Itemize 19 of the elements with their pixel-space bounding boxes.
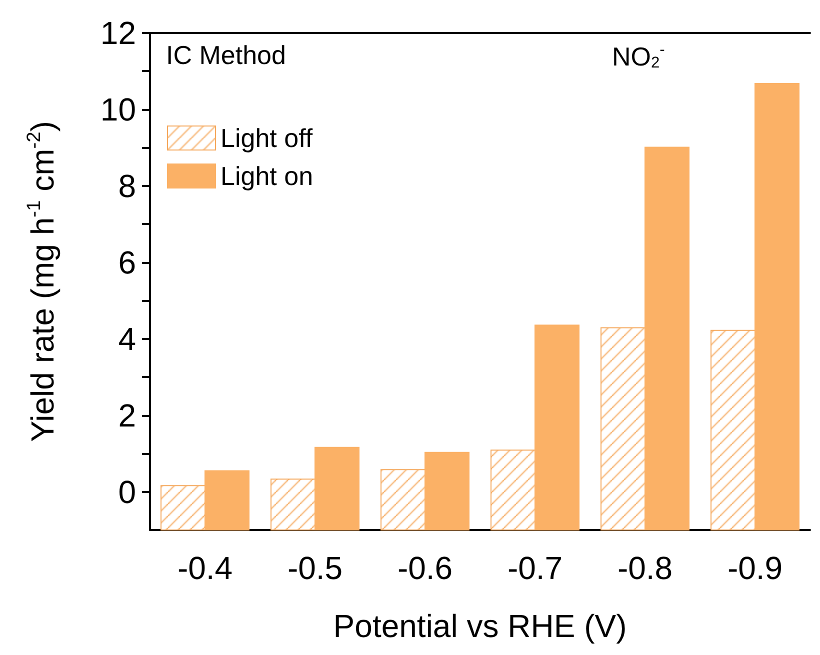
legend-label: Light off [220, 123, 314, 153]
x-tick-label: -0.8 [617, 550, 673, 586]
x-tick-label: -0.9 [727, 550, 783, 586]
annotation: NO2- [612, 42, 665, 72]
y-tick-label: 10 [100, 91, 136, 128]
x-axis-title: Potential vs RHE (V) [333, 608, 627, 644]
y-tick-label: 4 [118, 320, 136, 357]
legend-label: Light on [220, 161, 314, 191]
x-tick-label: -0.5 [287, 550, 343, 586]
x-tick-label: -0.6 [397, 550, 453, 586]
x-tick-label: -0.7 [507, 550, 563, 586]
annotation: IC Method [166, 40, 286, 70]
y-tick-label: 2 [118, 397, 136, 434]
y-axis-title: Yield rate (mg h-1 cm-2) [24, 120, 60, 442]
y-tick-label: 6 [118, 244, 136, 280]
y-tick-label: 8 [118, 168, 136, 204]
y-tick-label: 12 [100, 15, 136, 51]
x-tick-label: -0.4 [177, 550, 233, 586]
y-tick-label: 0 [118, 474, 136, 510]
